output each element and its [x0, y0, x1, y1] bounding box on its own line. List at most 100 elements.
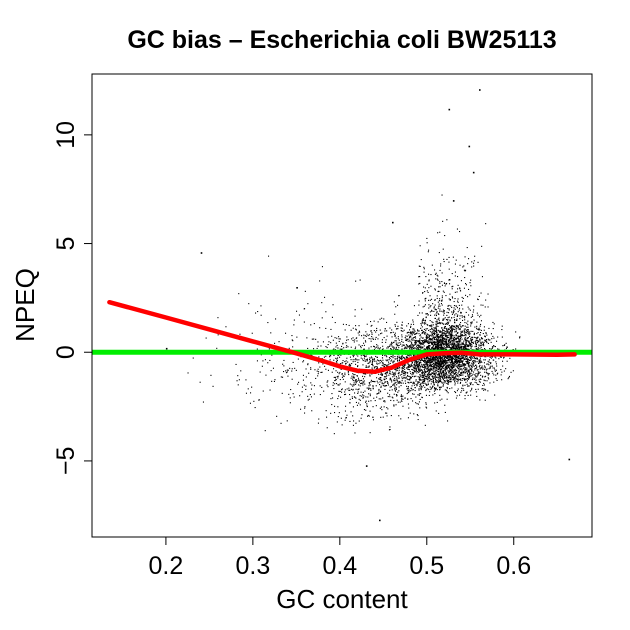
- scatter-point: [399, 367, 401, 369]
- scatter-point: [369, 432, 371, 434]
- scatter-point: [462, 356, 464, 358]
- scatter-point: [352, 361, 354, 363]
- scatter-point: [428, 358, 430, 360]
- scatter-point: [468, 374, 470, 376]
- scatter-point: [418, 265, 420, 267]
- scatter-point: [445, 341, 447, 343]
- scatter-point: [431, 379, 433, 381]
- scatter-point: [457, 344, 459, 346]
- scatter-point: [313, 338, 315, 340]
- scatter-point: [407, 374, 409, 376]
- scatter-point: [441, 357, 443, 359]
- scatter-point: [426, 328, 428, 330]
- scatter-point: [364, 373, 366, 375]
- scatter-point: [415, 341, 417, 343]
- scatter-point: [459, 344, 461, 346]
- scatter-point: [329, 354, 331, 356]
- scatter-point: [425, 402, 427, 404]
- scatter-point: [436, 360, 438, 362]
- scatter-point: [425, 375, 427, 377]
- scatter-point: [421, 369, 423, 371]
- scatter-point: [395, 348, 397, 350]
- scatter-point: [385, 355, 387, 357]
- scatter-point: [464, 338, 466, 340]
- scatter-point: [458, 361, 460, 363]
- scatter-point: [458, 364, 460, 366]
- scatter-point: [442, 311, 444, 313]
- scatter-point: [337, 375, 339, 377]
- scatter-point: [455, 374, 457, 376]
- scatter-point: [453, 339, 455, 341]
- scatter-point: [372, 385, 374, 387]
- scatter-point: [489, 367, 491, 369]
- scatter-point: [431, 264, 433, 266]
- scatter-point: [443, 314, 445, 316]
- scatter-point: [394, 389, 396, 391]
- scatter-point: [443, 367, 445, 369]
- scatter-point: [398, 390, 400, 392]
- scatter-point: [439, 380, 441, 382]
- scatter-point: [352, 406, 354, 408]
- scatter-point: [439, 359, 441, 361]
- scatter-point: [419, 377, 421, 379]
- scatter-point: [413, 376, 415, 378]
- scatter-point: [418, 376, 420, 378]
- scatter-point: [443, 310, 445, 312]
- scatter-point: [479, 325, 481, 327]
- scatter-point: [451, 359, 453, 361]
- scatter-point: [363, 344, 365, 346]
- scatter-point: [409, 337, 411, 339]
- scatter-point: [465, 339, 467, 341]
- scatter-point: [413, 323, 415, 325]
- scatter-point: [433, 348, 435, 350]
- scatter-point: [426, 407, 428, 409]
- scatter-point: [434, 314, 436, 316]
- scatter-point: [439, 360, 441, 362]
- scatter-point: [411, 338, 413, 340]
- scatter-point: [468, 370, 470, 372]
- scatter-point: [432, 375, 434, 377]
- scatter-point: [449, 377, 451, 379]
- scatter-point: [461, 348, 463, 350]
- scatter-point: [395, 340, 397, 342]
- scatter-point: [433, 359, 435, 361]
- scatter-point: [402, 341, 404, 343]
- scatter-point: [426, 363, 428, 365]
- scatter-point: [302, 374, 304, 376]
- scatter-point: [463, 347, 465, 349]
- scatter-point: [352, 354, 354, 356]
- scatter-point: [395, 381, 397, 383]
- scatter-point: [422, 376, 424, 378]
- scatter-point: [472, 336, 474, 338]
- scatter-point: [424, 373, 426, 375]
- scatter-point: [428, 279, 430, 281]
- scatter-point: [427, 361, 429, 363]
- scatter-point: [440, 363, 442, 365]
- scatter-point: [459, 264, 461, 266]
- scatter-point: [411, 362, 413, 364]
- scatter-point: [431, 357, 433, 359]
- scatter-point: [444, 377, 446, 379]
- scatter-point: [440, 339, 442, 341]
- scatter-point: [376, 362, 378, 364]
- scatter-point: [274, 342, 276, 344]
- scatter-point: [447, 346, 449, 348]
- scatter-point: [449, 355, 451, 357]
- scatter-point: [455, 331, 457, 333]
- scatter-point: [435, 309, 437, 311]
- scatter-point: [389, 373, 391, 375]
- scatter-point: [358, 384, 360, 386]
- scatter-point: [424, 367, 426, 369]
- scatter-point: [450, 381, 452, 383]
- scatter-point: [449, 388, 451, 390]
- scatter-point: [437, 377, 439, 379]
- scatter-point: [439, 365, 441, 367]
- scatter-point: [485, 333, 487, 335]
- scatter-point: [435, 387, 437, 389]
- scatter-point: [504, 344, 506, 346]
- scatter-point: [389, 396, 391, 398]
- scatter-point: [438, 357, 440, 359]
- scatter-point: [435, 379, 437, 381]
- scatter-point: [423, 319, 425, 321]
- scatter-point: [430, 387, 432, 389]
